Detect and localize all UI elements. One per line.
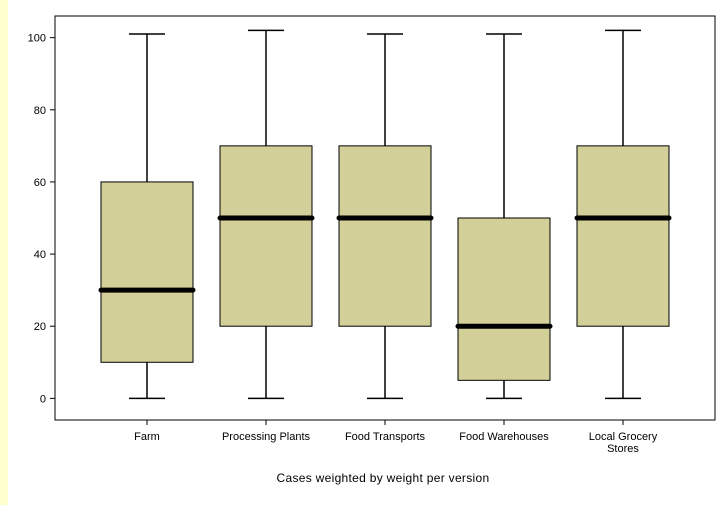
x-axis-labels: Farm Processing Plants Food Transports Food… [134, 420, 658, 455]
y-tick-label: 100 [28, 33, 46, 45]
y-axis: 0 20 40 60 80 100 [28, 33, 55, 405]
box-iqr [219, 145, 313, 327]
box-iqr [100, 181, 194, 363]
box-group [217, 29, 315, 400]
box-group [455, 33, 553, 400]
box-iqr [576, 145, 670, 327]
box-group [574, 29, 672, 400]
x-tick-label-line: Processing Plants [222, 431, 311, 443]
y-tick-label: 60 [34, 177, 46, 189]
x-tick-label: Food Transports [345, 431, 426, 443]
x-tick-label-line: Stores [607, 443, 639, 455]
x-tick-label-line: Food Warehouses [459, 431, 549, 443]
x-tick-label-line: Local Grocery [589, 431, 658, 443]
box-group [336, 33, 434, 400]
y-tick-label: 20 [34, 321, 46, 333]
x-axis-title: Cases weighted by weight per version [277, 471, 490, 485]
boxes [98, 29, 672, 400]
box-iqr [457, 217, 551, 381]
x-tick-label-line: Farm [134, 431, 160, 443]
chart-panel: 0 20 40 60 80 100 Farm Processing Plants Food T… [8, 0, 716, 505]
x-tick-label: Processing Plants [222, 431, 311, 443]
x-tick-label: Food Warehouses [459, 431, 549, 443]
box-iqr [338, 145, 432, 327]
boxplot-chart: 0 20 40 60 80 100 Farm Processing Plants Food T… [28, 15, 716, 485]
x-tick-label: Local Grocery Stores [589, 431, 658, 455]
x-tick-label-line: Food Transports [345, 431, 426, 443]
y-tick-label: 40 [34, 249, 46, 261]
box-group [98, 33, 196, 400]
y-tick-label: 0 [40, 393, 46, 405]
y-tick-label: 80 [34, 105, 46, 117]
x-tick-label: Farm [134, 431, 160, 443]
